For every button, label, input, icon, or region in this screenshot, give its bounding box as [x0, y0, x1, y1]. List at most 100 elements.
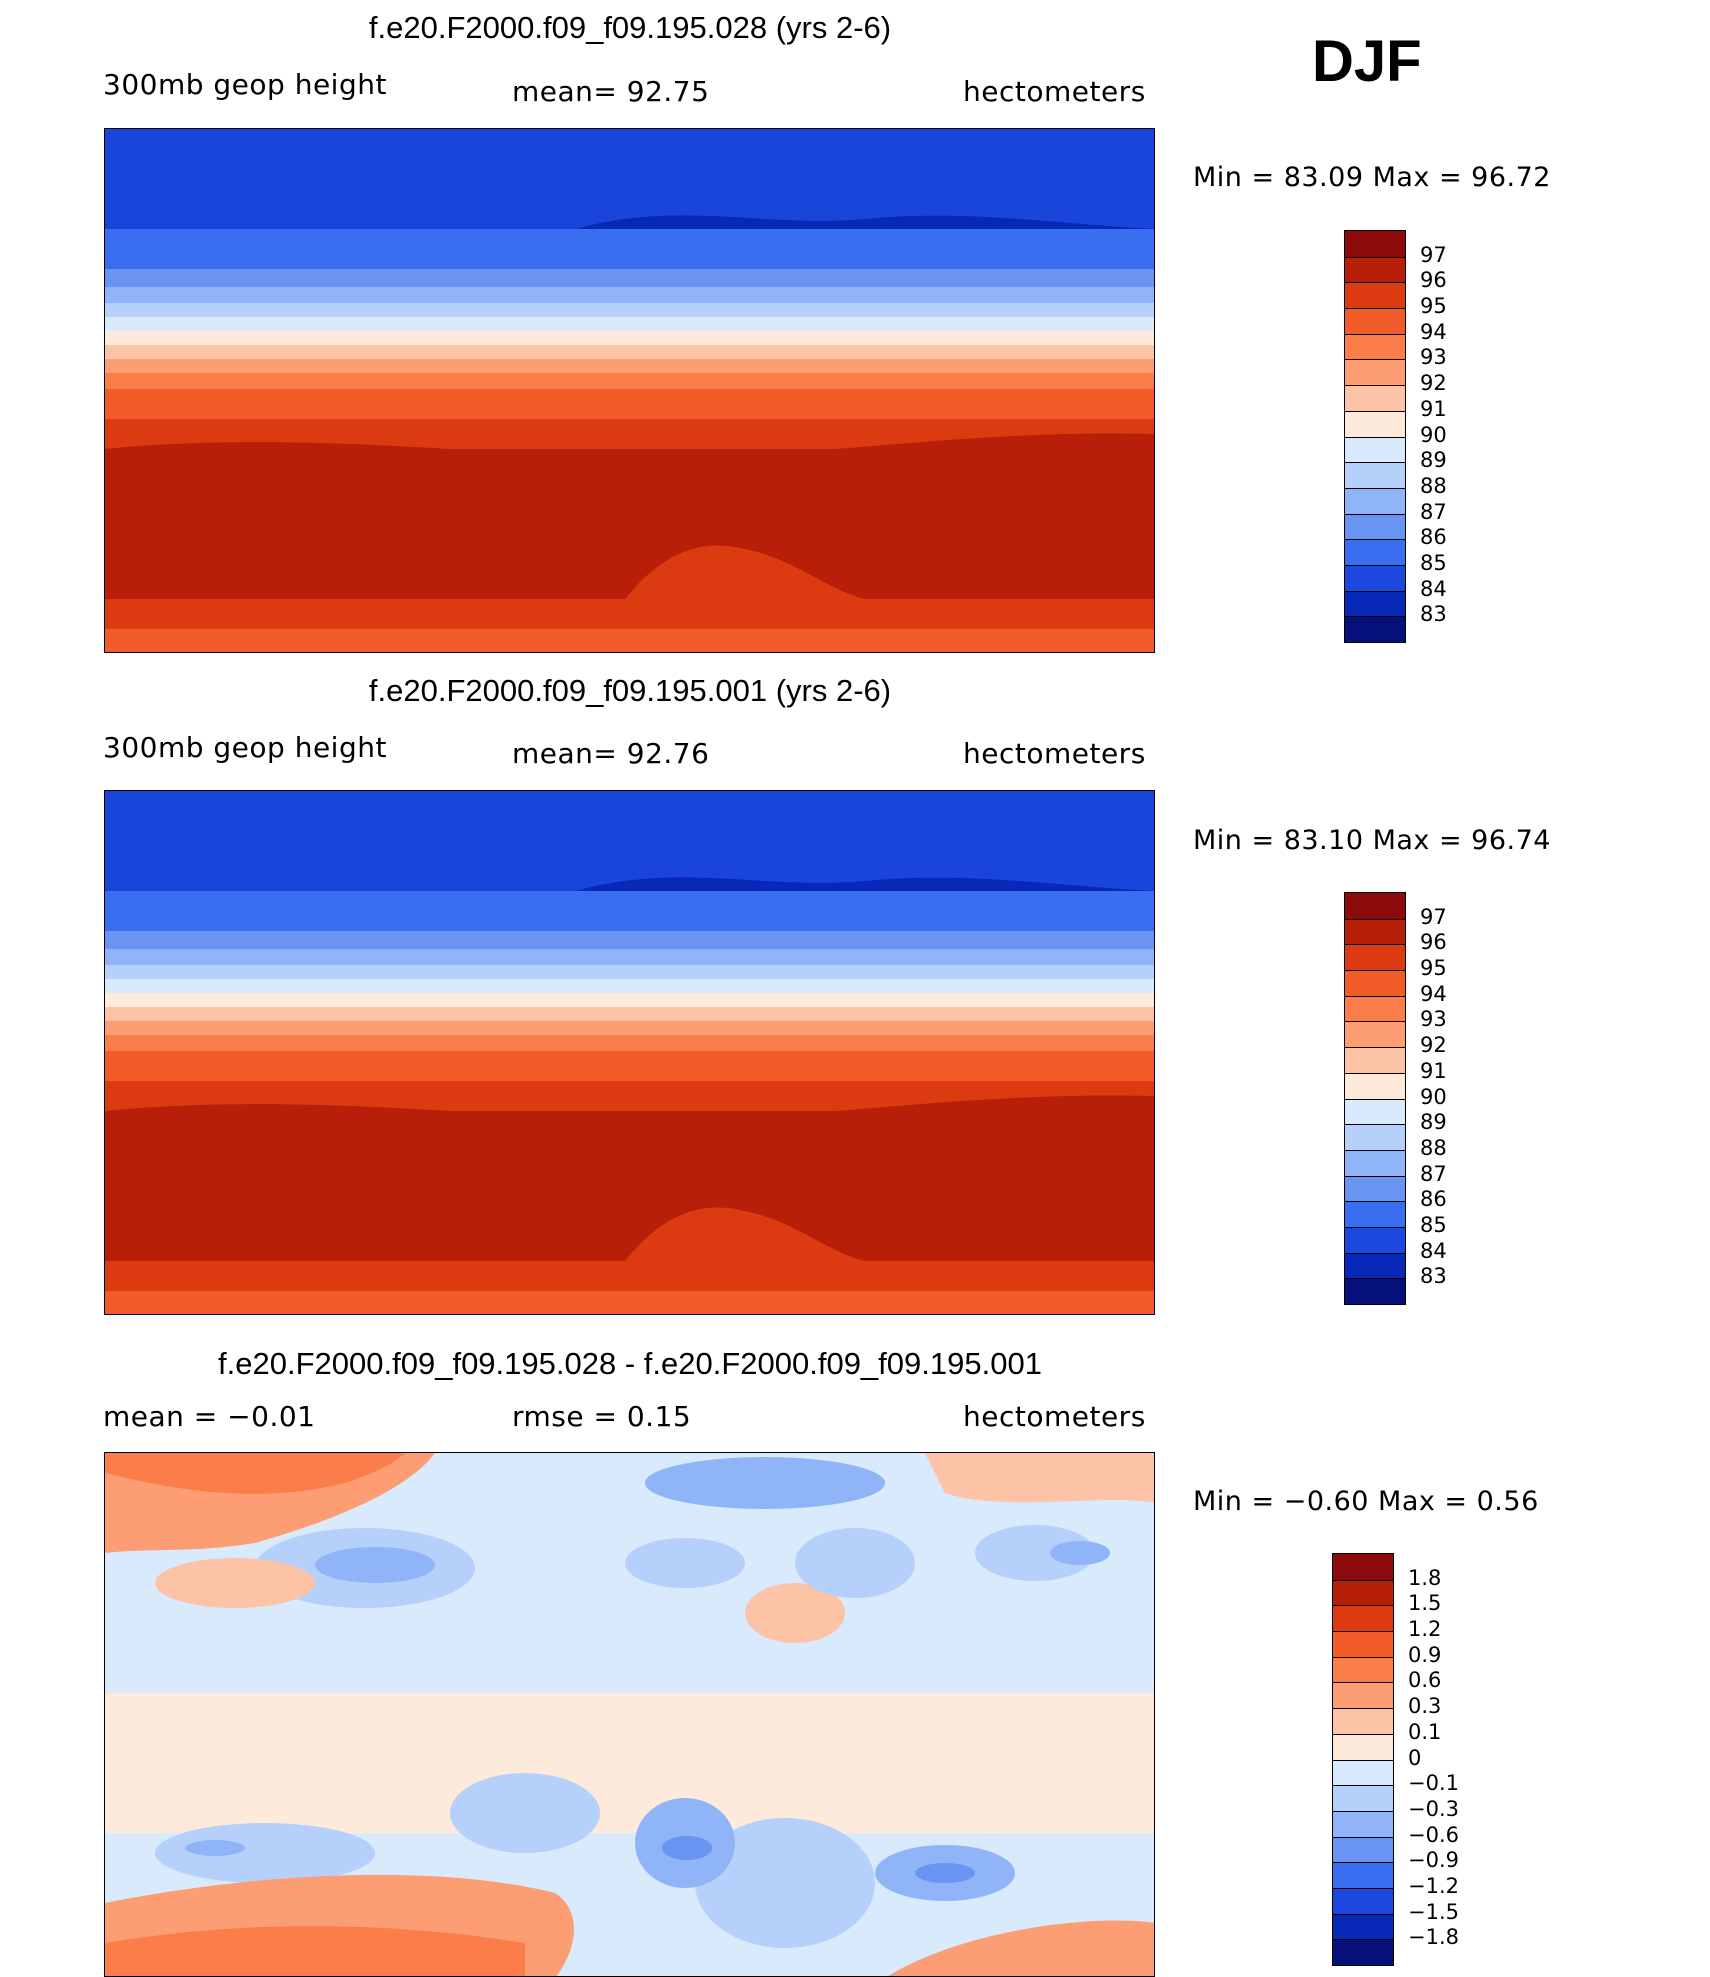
colorbar-segment — [1333, 1785, 1393, 1811]
colorbar-tick-label: 1.8 — [1408, 1565, 1442, 1590]
colorbar-tick-label: 0.6 — [1408, 1668, 1442, 1693]
colorbar-segment — [1345, 1098, 1405, 1125]
colorbar-tick-label: 90 — [1420, 1084, 1447, 1109]
colorbar-tick-label: 96 — [1420, 268, 1447, 293]
colorbar-tick-label: −0.3 — [1408, 1796, 1459, 1821]
colorbar-segment — [1333, 1759, 1393, 1786]
panel-3-mean-label: mean = −0.01 — [103, 1400, 316, 1433]
colorbar-tick-label: −0.9 — [1408, 1848, 1459, 1873]
colorbar-segment — [1333, 1913, 1393, 1940]
colorbar-tick-label: 93 — [1420, 1007, 1447, 1032]
colorbar-segment — [1345, 308, 1405, 334]
colorbar-segment — [1345, 1047, 1405, 1073]
panel-2-colorbar — [1344, 892, 1406, 1305]
colorbar-tick-label: 0.3 — [1408, 1694, 1442, 1719]
colorbar-segment — [1345, 359, 1405, 386]
panel-3-units-label: hectometers — [963, 1400, 1146, 1433]
colorbar-segment — [1345, 462, 1405, 488]
colorbar-tick-label: 92 — [1420, 371, 1447, 396]
colorbar-segment — [1345, 385, 1405, 411]
panel-1-title: f.e20.F2000.f09_f09.195.028 (yrs 2-6) — [368, 10, 892, 45]
colorbar-segment — [1333, 1554, 1393, 1580]
colorbar-segment — [1345, 513, 1405, 540]
colorbar-segment — [1345, 1175, 1405, 1202]
colorbar-tick-label: −1.8 — [1408, 1925, 1459, 1950]
colorbar-tick-label: 86 — [1420, 1187, 1447, 1212]
colorbar-segment — [1345, 918, 1405, 945]
colorbar-segment — [1333, 1708, 1393, 1734]
panel-1-colorbar — [1344, 230, 1406, 643]
colorbar-tick-label: 96 — [1420, 930, 1447, 955]
colorbar-tick-label: 97 — [1420, 904, 1447, 929]
panel-2-map-field — [105, 791, 1154, 1314]
colorbar-segment — [1345, 1149, 1405, 1176]
colorbar-segment — [1345, 410, 1405, 437]
colorbar-segment — [1333, 1810, 1393, 1837]
panel-3-map — [104, 1452, 1155, 1977]
colorbar-segment — [1345, 1226, 1405, 1253]
colorbar-tick-label: 89 — [1420, 1110, 1447, 1135]
panel-3-minmax: Min = −0.60 Max = 0.56 — [1193, 1486, 1539, 1517]
colorbar-tick-label: −1.2 — [1408, 1873, 1459, 1898]
colorbar-segment — [1333, 1836, 1393, 1863]
colorbar-tick-label: 84 — [1420, 1238, 1447, 1263]
colorbar-tick-label: 1.2 — [1408, 1617, 1442, 1642]
colorbar-tick-label: 88 — [1420, 473, 1447, 498]
colorbar-tick-label: 86 — [1420, 525, 1447, 550]
colorbar-segment — [1333, 1656, 1393, 1683]
colorbar-segment — [1345, 970, 1405, 996]
panel-2-map — [104, 790, 1155, 1315]
colorbar-segment — [1345, 1201, 1405, 1227]
panel-1-minmax: Min = 83.09 Max = 96.72 — [1193, 162, 1551, 193]
panel-2-variable-label: 300mb geop height — [103, 731, 387, 764]
colorbar-segment — [1345, 995, 1405, 1022]
colorbar-tick-label: 89 — [1420, 448, 1447, 473]
colorbar-tick-label: 0.9 — [1408, 1642, 1442, 1667]
panel-2-title: f.e20.F2000.f09_f09.195.001 (yrs 2-6) — [368, 673, 892, 708]
colorbar-segment — [1333, 1733, 1393, 1760]
colorbar-segment — [1333, 1631, 1393, 1657]
colorbar-tick-label: 97 — [1420, 242, 1447, 267]
colorbar-tick-label: 95 — [1420, 294, 1447, 319]
colorbar-tick-label: 93 — [1420, 345, 1447, 370]
colorbar-tick-label: 91 — [1420, 1058, 1447, 1083]
panel-1-map — [104, 128, 1155, 653]
colorbar-tick-label: 95 — [1420, 956, 1447, 981]
colorbar-segment — [1345, 282, 1405, 309]
colorbar-segment — [1333, 1887, 1393, 1914]
colorbar-tick-label: 0 — [1408, 1745, 1422, 1770]
panel-3-colorbar — [1332, 1553, 1394, 1966]
panel-2-units-label: hectometers — [963, 737, 1146, 770]
colorbar-segment — [1333, 1605, 1393, 1632]
colorbar-tick-label: 94 — [1420, 319, 1447, 344]
colorbar-tick-label: 92 — [1420, 1033, 1447, 1058]
colorbar-tick-label: 83 — [1420, 602, 1447, 627]
colorbar-segment — [1345, 256, 1405, 283]
colorbar-segment — [1345, 487, 1405, 514]
colorbar-segment — [1345, 231, 1405, 257]
colorbar-segment — [1333, 1579, 1393, 1606]
colorbar-segment — [1345, 436, 1405, 463]
colorbar-segment — [1345, 333, 1405, 360]
colorbar-segment — [1345, 564, 1405, 591]
colorbar-segment — [1345, 1124, 1405, 1150]
panel-2-mean-label: mean= 92.76 — [512, 737, 710, 770]
colorbar-segment — [1345, 616, 1405, 642]
colorbar-segment — [1345, 590, 1405, 617]
colorbar-segment — [1345, 539, 1405, 565]
panel-1-variable-label: 300mb geop height — [103, 68, 387, 101]
colorbar-tick-label: 85 — [1420, 1212, 1447, 1237]
colorbar-tick-label: 87 — [1420, 499, 1447, 524]
colorbar-segment — [1345, 1252, 1405, 1279]
colorbar-tick-label: 83 — [1420, 1264, 1447, 1289]
colorbar-segment — [1345, 1021, 1405, 1048]
colorbar-segment — [1333, 1862, 1393, 1888]
colorbar-tick-label: 88 — [1420, 1135, 1447, 1160]
colorbar-tick-label: 94 — [1420, 981, 1447, 1006]
season-label: DJF — [1312, 29, 1422, 94]
colorbar-segment — [1333, 1939, 1393, 1965]
colorbar-tick-label: −0.1 — [1408, 1771, 1459, 1796]
colorbar-tick-label: 1.5 — [1408, 1591, 1442, 1616]
colorbar-tick-label: 0.1 — [1408, 1719, 1442, 1744]
colorbar-tick-label: 87 — [1420, 1161, 1447, 1186]
